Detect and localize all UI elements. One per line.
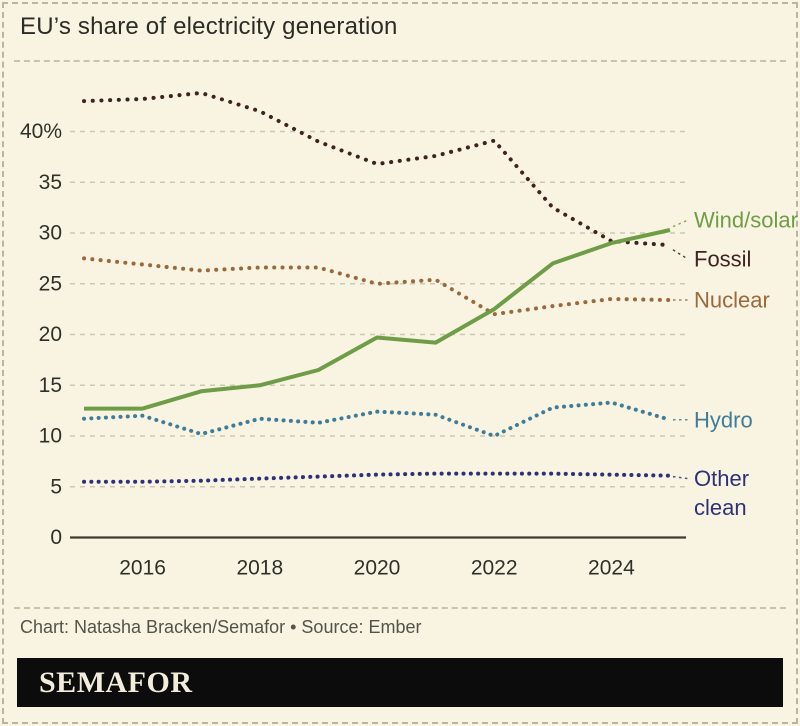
semafor-logo: SEMAFOR <box>39 665 193 699</box>
series-label-wind-solar: Wind/solar <box>694 208 798 233</box>
series-label-nuclear: Nuclear <box>694 288 770 313</box>
label-connector-fossil <box>672 249 689 260</box>
x-tick-label: 2022 <box>471 557 518 580</box>
series-label-hydro: Hydro <box>694 407 753 432</box>
y-tick-label: 40% <box>20 120 62 143</box>
y-tick-label: 15 <box>39 374 62 397</box>
series-label-other-clean: clean <box>694 495 747 520</box>
line-chart: 40% 35 30 25 20 15 10 5 0 2016 2018 2020 2022 2024 Fos… <box>20 90 798 580</box>
page-title: EU’s share of electricity generation <box>20 13 398 40</box>
x-tick-label: 2020 <box>354 557 401 580</box>
series-line-hydro <box>82 400 672 438</box>
series-line-fossil <box>82 90 672 248</box>
series-label-other-clean: Other <box>694 466 749 491</box>
brand-bar: SEMAFOR <box>17 658 783 707</box>
label-connector-wind-solar <box>672 219 689 228</box>
y-tick-label: 0 <box>50 526 62 549</box>
y-tick-label: 25 <box>39 272 62 295</box>
series-label-fossil: Fossil <box>694 247 751 272</box>
y-tick-label: 35 <box>39 171 62 194</box>
y-tick-label: 5 <box>50 475 62 498</box>
series-line-nuclear <box>82 256 672 317</box>
footer-separator <box>14 607 786 609</box>
series-line-other-clean <box>82 471 672 484</box>
y-tick-label: 10 <box>39 425 62 448</box>
y-tick-label: 30 <box>39 222 62 245</box>
y-tick-label: 20 <box>39 323 62 346</box>
x-tick-label: 2016 <box>119 557 166 580</box>
series-line-wind-solar <box>84 228 671 411</box>
label-connector-other-clean <box>672 475 689 480</box>
x-tick-label: 2018 <box>236 557 283 580</box>
x-tick-label: 2024 <box>588 557 635 580</box>
chart-credit: Chart: Natasha Bracken/Semafor • Source:… <box>20 617 422 637</box>
title-separator <box>14 60 786 62</box>
